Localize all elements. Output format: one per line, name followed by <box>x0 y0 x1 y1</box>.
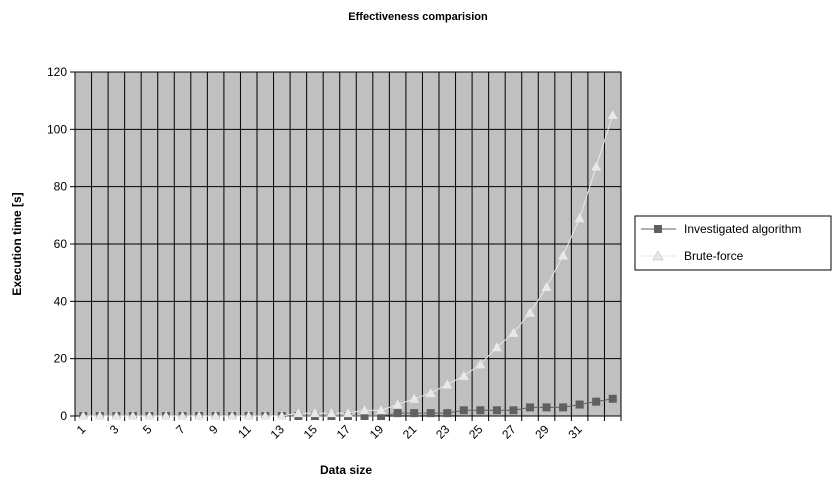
triangle-marker <box>508 327 519 337</box>
triangle-marker <box>161 411 171 420</box>
square-marker <box>476 406 485 415</box>
square-marker <box>459 406 468 415</box>
square-marker <box>592 397 601 406</box>
square-marker <box>542 403 551 412</box>
triangle-marker <box>425 388 436 398</box>
square-marker <box>654 225 662 233</box>
triangle-marker <box>343 408 353 418</box>
y-tick-label: 80 <box>54 180 68 194</box>
square-marker <box>410 409 419 418</box>
x-tick-label: 27 <box>499 422 519 442</box>
triangle-marker <box>227 411 238 420</box>
triangle-marker <box>491 342 502 352</box>
x-tick-label: 23 <box>433 422 453 442</box>
square-marker <box>443 409 452 418</box>
x-tick-label: 15 <box>301 422 321 442</box>
triangle-marker <box>326 408 337 418</box>
y-tick-label: 0 <box>60 409 67 423</box>
y-tick-label: 40 <box>54 294 68 308</box>
x-tick-label: 31 <box>565 422 585 442</box>
x-axis-title: Data size <box>320 463 372 477</box>
square-marker <box>509 406 518 415</box>
square-marker <box>575 400 584 409</box>
square-marker <box>393 409 402 418</box>
triangle-marker <box>94 411 105 420</box>
triangle-marker <box>309 408 320 418</box>
x-tick-label: 13 <box>268 422 288 442</box>
square-marker <box>360 412 369 420</box>
legend-box <box>634 215 832 271</box>
x-tick-label: 11 <box>235 422 254 441</box>
square-marker <box>426 409 435 418</box>
triangle-marker <box>243 411 254 420</box>
y-tick-label: 20 <box>54 352 68 366</box>
square-marker <box>559 403 568 412</box>
x-tick-label: 7 <box>173 422 188 437</box>
triangle-marker <box>210 411 221 420</box>
triangle-marker <box>260 411 271 420</box>
triangle-marker <box>78 411 89 420</box>
x-tick-label: 9 <box>206 422 221 437</box>
series-brute-force <box>78 110 618 420</box>
triangle-marker <box>111 411 122 420</box>
x-tick-label: 17 <box>334 422 354 442</box>
triangle-marker <box>293 408 304 418</box>
square-marker <box>608 394 617 403</box>
triangle-marker <box>127 411 138 420</box>
triangle-marker <box>475 359 486 369</box>
triangle-marker <box>177 411 188 420</box>
x-tick-label: 19 <box>367 422 387 442</box>
square-marker <box>492 406 501 415</box>
x-tick-label: 29 <box>532 422 552 442</box>
triangle-marker <box>541 282 552 291</box>
y-axis-title: Execution time [s] <box>10 192 24 295</box>
y-tick-label: 60 <box>54 237 68 251</box>
triangle-marker <box>392 399 403 409</box>
triangle-marker <box>458 370 469 380</box>
triangle-marker <box>144 411 155 420</box>
triangle-marker <box>442 379 453 389</box>
x-tick-label: 1 <box>74 422 89 437</box>
legend-label: Brute-force <box>684 249 744 263</box>
legend: Investigated algorithm Brute-force <box>634 215 832 271</box>
triangle-marker <box>194 411 205 420</box>
triangle-marker <box>376 405 387 415</box>
square-marker <box>526 403 534 412</box>
x-tick-label: 5 <box>140 422 155 437</box>
triangle-marker <box>525 307 535 317</box>
legend-label: Investigated algorithm <box>684 222 801 236</box>
y-tick-label: 100 <box>47 122 67 136</box>
triangle-marker <box>652 250 664 261</box>
triangle-marker <box>607 110 618 119</box>
chart-title: Effectiveness comparision <box>348 11 488 23</box>
triangle-marker <box>574 213 585 223</box>
square-marker <box>377 412 386 420</box>
triangle-marker <box>409 393 420 403</box>
triangle-marker <box>591 161 602 171</box>
triangle-marker <box>276 411 287 420</box>
x-tick-label: 21 <box>400 422 420 442</box>
triangle-marker <box>359 405 370 415</box>
y-tick-label: 120 <box>47 65 67 79</box>
x-tick-label: 3 <box>107 422 122 437</box>
triangle-marker <box>558 250 569 260</box>
series-group <box>78 110 618 420</box>
x-tick-label: 25 <box>466 422 486 442</box>
